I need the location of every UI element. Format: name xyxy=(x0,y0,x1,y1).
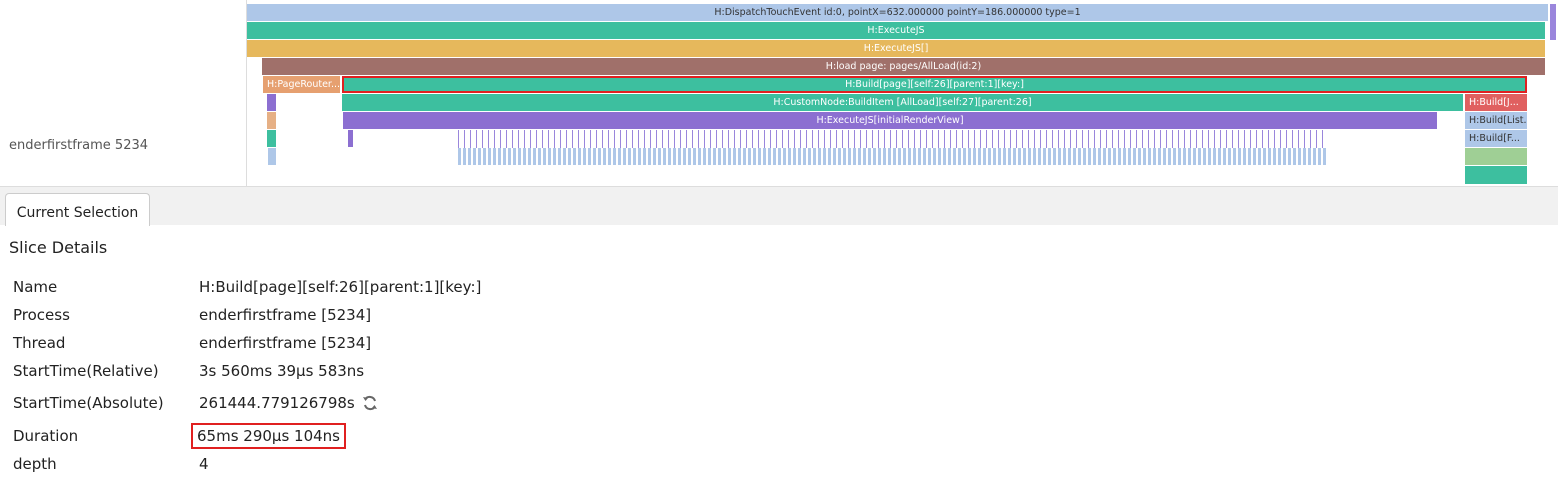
detail-name: depth xyxy=(13,455,57,473)
detail-value: 261444.779126798s xyxy=(199,394,355,412)
sample-bar xyxy=(267,112,276,129)
slice[interactable]: H:ExecuteJS xyxy=(247,22,1545,39)
detail-name: Thread xyxy=(13,334,66,352)
detail-value: enderfirstframe [5234] xyxy=(199,334,372,352)
detail-value: 65ms 290µs 104ns xyxy=(191,423,346,449)
sample-bar xyxy=(1465,148,1527,165)
slice[interactable]: H:PageRouter... xyxy=(263,76,340,93)
detail-name: Name xyxy=(13,278,58,296)
slice[interactable]: H:DispatchTouchEvent id:0, pointX=632.00… xyxy=(247,4,1548,21)
slice[interactable]: H:Build[List... xyxy=(1465,112,1527,129)
detail-name: StartTime(Relative) xyxy=(13,362,159,380)
sample-bar xyxy=(267,94,276,111)
detail-name: Process xyxy=(13,306,70,324)
trace-panel: enderfirstframe 5234 H:DispatchTouchEven… xyxy=(0,0,1558,187)
sample-bars xyxy=(458,148,1326,165)
detail-value: 3s 560ms 39µs 583ns xyxy=(199,362,365,380)
sample-bar xyxy=(268,148,276,165)
detail-value: enderfirstframe [5234] xyxy=(199,306,372,324)
detail-name: StartTime(Absolute) xyxy=(13,394,164,412)
details-title: Slice Details xyxy=(9,238,108,257)
detail-name: Duration xyxy=(13,427,79,445)
thread-label: enderfirstframe 5234 xyxy=(9,138,149,153)
slice[interactable]: H:load page: pages/AllLoad(id:2) xyxy=(262,58,1545,75)
slice[interactable]: H:Build[J... xyxy=(1465,94,1527,111)
slice[interactable]: H:Build[page][self:26][parent:1][key:] xyxy=(342,76,1527,93)
detail-value: H:Build[page][self:26][parent:1][key:] xyxy=(199,278,482,296)
tab-bar xyxy=(0,187,1558,225)
sample-bar xyxy=(1550,4,1556,40)
sample-bar xyxy=(267,130,276,147)
thread-label-column: enderfirstframe 5234 xyxy=(0,0,247,186)
slice[interactable]: H:CustomNode:BuildItem [AllLoad][self:27… xyxy=(342,94,1463,111)
slice[interactable]: H:Build[F... xyxy=(1465,130,1527,147)
sample-bar xyxy=(348,130,353,147)
slice[interactable]: H:ExecuteJS[] xyxy=(247,40,1545,57)
slice[interactable]: H:ExecuteJS[initialRenderView] xyxy=(343,112,1437,129)
detail-value: 4 xyxy=(199,455,209,473)
sample-bar xyxy=(1465,166,1527,184)
refresh-icon[interactable] xyxy=(361,394,379,412)
sample-bars xyxy=(458,130,1326,148)
tab[interactable]: Current Selection xyxy=(5,193,150,226)
